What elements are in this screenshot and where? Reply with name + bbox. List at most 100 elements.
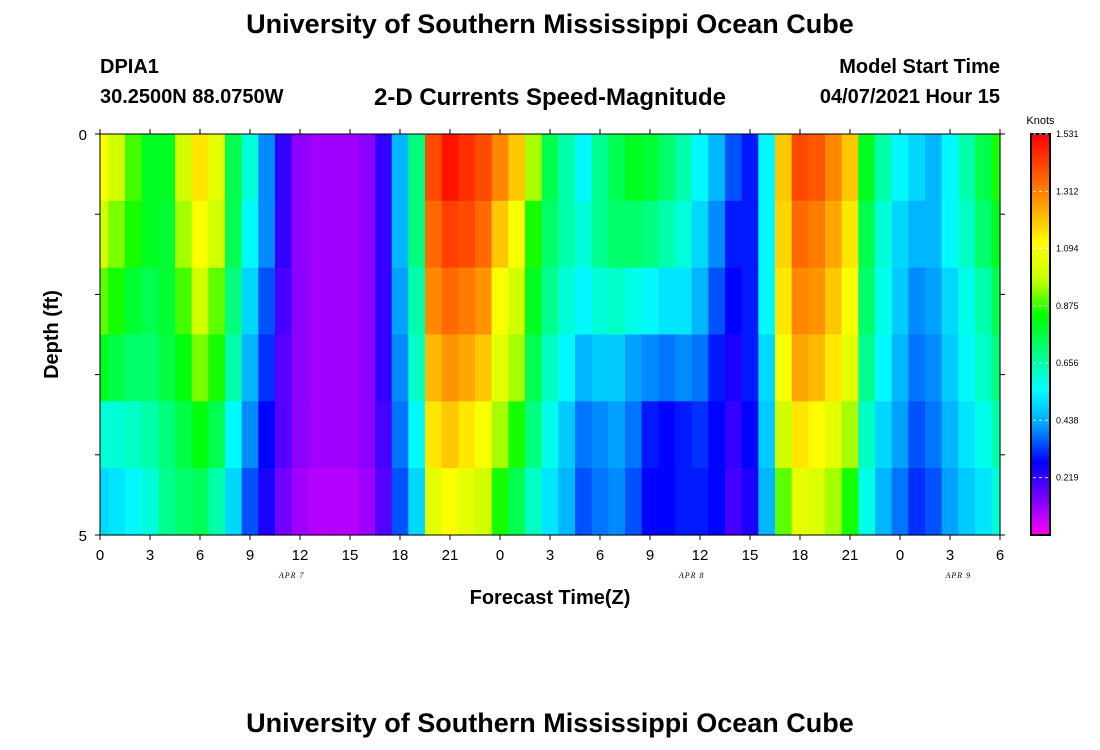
heatmap-cell <box>991 267 1001 336</box>
colorbar-tick-label: 1.531 <box>1056 129 1079 139</box>
heatmap-cell <box>575 468 593 536</box>
model-start-time: 04/07/2021 Hour 15 <box>819 86 1000 108</box>
heatmap-cell <box>108 134 126 202</box>
heatmap-cell <box>941 468 959 536</box>
heatmap-cell <box>100 468 109 536</box>
heatmap-cell <box>808 468 826 536</box>
heatmap-cell <box>641 134 659 202</box>
heatmap-cell <box>291 334 309 402</box>
heatmap-cell <box>225 267 243 336</box>
heatmap-cell <box>975 267 993 336</box>
heatmap-cell <box>391 334 409 402</box>
heatmap-cell <box>891 267 909 336</box>
heatmap-cell <box>158 200 176 269</box>
heatmap-cell <box>325 334 343 402</box>
heatmap-cell <box>825 334 843 402</box>
heatmap-cell <box>100 401 109 469</box>
x-tick-label: 6 <box>596 547 604 564</box>
heatmap-cell <box>558 267 576 336</box>
heatmap-cell <box>575 134 593 202</box>
heatmap-cell <box>408 468 426 536</box>
heatmap-cell <box>458 200 476 269</box>
x-tick-label: 0 <box>96 547 104 564</box>
heatmap-cell <box>858 200 876 269</box>
heatmap-cell <box>808 334 826 402</box>
heatmap-cell <box>658 200 676 269</box>
heatmap-cell <box>425 134 443 202</box>
heatmap-cell <box>791 134 809 202</box>
page-title: University of Southern Mississippi Ocean… <box>246 9 854 39</box>
heatmap-cell <box>591 200 609 269</box>
heatmap-cell <box>408 334 426 402</box>
heatmap-cell <box>708 267 726 336</box>
heatmap-cell <box>358 200 376 269</box>
heatmap-cell <box>658 334 676 402</box>
heatmap-cell <box>158 401 176 469</box>
heatmap-cell <box>508 334 526 402</box>
heatmap-cell <box>175 401 193 469</box>
heatmap-cell <box>241 401 259 469</box>
heatmap-cell <box>100 200 109 269</box>
heatmap-cell <box>241 267 259 336</box>
heatmap-cell <box>191 468 209 536</box>
heatmap-cell <box>141 267 159 336</box>
date-label: APR 8 <box>678 571 705 580</box>
heatmap-cell <box>325 401 343 469</box>
heatmap-cell <box>325 267 343 336</box>
heatmap-cell <box>808 401 826 469</box>
heatmap-cell <box>741 200 759 269</box>
heatmap-cell <box>241 200 259 269</box>
heatmap-cell <box>758 401 776 469</box>
heatmap-cell <box>391 468 409 536</box>
heatmap-cell <box>158 468 176 536</box>
heatmap-cell <box>125 468 143 536</box>
x-tick-label: 12 <box>292 547 309 564</box>
heatmap-cell <box>758 267 776 336</box>
heatmap-cell <box>258 134 276 202</box>
heatmap-cell <box>658 267 676 336</box>
heatmap-cell <box>925 334 943 402</box>
heatmap-cell <box>825 267 843 336</box>
heatmap-cell <box>308 468 326 536</box>
heatmap-cell <box>891 200 909 269</box>
heatmap-cell <box>441 134 459 202</box>
heatmap-cell <box>425 334 443 402</box>
heatmap-cell <box>525 134 543 202</box>
heatmap-cell <box>625 401 643 469</box>
heatmap-cell <box>975 134 993 202</box>
heatmap-cell <box>125 401 143 469</box>
heatmap-cell <box>325 200 343 269</box>
heatmap-cell <box>391 267 409 336</box>
heatmap-cell <box>191 401 209 469</box>
heatmap-cell <box>991 468 1001 536</box>
colorbar-tick-label: 0.875 <box>1056 301 1079 311</box>
heatmap-cell <box>541 267 559 336</box>
date-label: APR 7 <box>278 571 305 580</box>
heatmap-cell <box>108 401 126 469</box>
heatmap-cell <box>725 200 743 269</box>
heatmap-cell <box>808 200 826 269</box>
heatmap-cell <box>625 134 643 202</box>
heatmap-cell <box>141 200 159 269</box>
heatmap-cell <box>691 134 709 202</box>
heatmap-cell <box>225 200 243 269</box>
heatmap-cell <box>608 468 626 536</box>
heatmap-cell <box>475 134 493 202</box>
colorbar-tick-label: 1.312 <box>1056 186 1079 196</box>
x-tick-label: 15 <box>342 547 359 564</box>
heatmap-cell <box>141 468 159 536</box>
heatmap-cell <box>141 334 159 402</box>
heatmap-cell <box>258 401 276 469</box>
heatmap-cell <box>125 200 143 269</box>
heatmap-cell <box>108 334 126 402</box>
heatmap-cell <box>275 334 293 402</box>
heatmap-cell <box>891 334 909 402</box>
heatmap-cell <box>341 334 359 402</box>
heatmap-cell <box>441 200 459 269</box>
heatmap-cell <box>725 468 743 536</box>
heatmap-cell <box>875 334 893 402</box>
heatmap-cell <box>541 401 559 469</box>
heatmap-cell <box>941 401 959 469</box>
heatmap-cell <box>108 200 126 269</box>
heatmap-cell <box>475 334 493 402</box>
